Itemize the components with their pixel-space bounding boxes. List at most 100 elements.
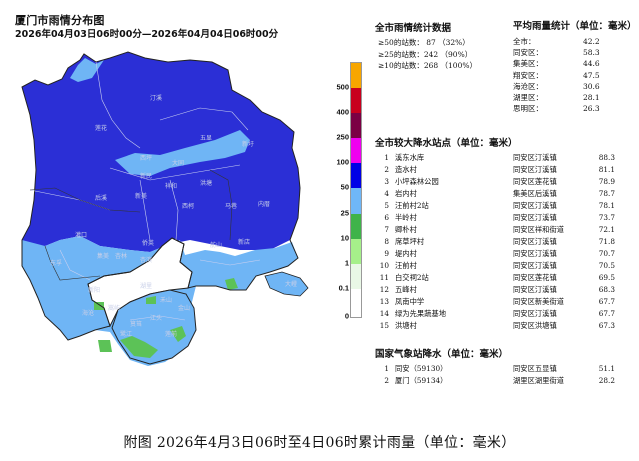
station-row: 6 半岭村 同安区汀溪镇 73.7: [384, 213, 615, 222]
legend-tick: 250: [336, 132, 349, 142]
town-label: 海沧: [82, 309, 94, 317]
station-row: 9 堤内村 同安区汀溪镇 70.7: [384, 249, 615, 258]
legend-swatch-400: [351, 88, 361, 113]
legend-tick: 25: [340, 208, 349, 218]
avg-row: 集美区： 44.6: [513, 59, 600, 69]
legend-tick: 500: [336, 82, 349, 92]
town-label: 灌口: [75, 231, 87, 239]
station-row: 3 小坪森林公园 同安区莲花镇 78.9: [384, 177, 615, 186]
town-label: 西坪: [140, 154, 152, 162]
town-label: 莲花: [95, 124, 107, 132]
legend-swatch-10: [351, 214, 361, 239]
station-row: 5 汪前村2站 同安区汀溪镇 78.1: [384, 201, 615, 210]
town-label: 大同: [172, 159, 184, 167]
town-label: 禾山: [160, 296, 172, 304]
legend-tick: 0.1: [338, 283, 349, 293]
town-label: 新阳: [88, 286, 100, 294]
station-row: 15 洪塘村 同安区洪塘镇 67.3: [379, 321, 615, 330]
average-rainfall-panel: 平均雨量统计（单位：毫米） 全市： 42.2 同安区： 58.3 集美区： 44.6 …: [513, 18, 637, 114]
town-label: 祥和: [165, 182, 177, 190]
legend-swatch-1: [351, 239, 361, 264]
avg-row: 思明区： 26.3: [513, 104, 600, 114]
station-row: 14 绿为先果蔬基地 同安区汀溪镇 67.7: [379, 309, 615, 318]
town-label: 新店: [238, 238, 250, 246]
legend-tick: 1: [344, 258, 349, 268]
city-stats-title: 全市雨情统计数据: [375, 23, 452, 34]
legend-tick: 10: [340, 233, 349, 243]
town-label: 集美: [97, 252, 109, 260]
station-row: 1 同安（59130） 同安区五显镇 51.1: [384, 364, 615, 373]
average-rainfall-title: 平均雨量统计（单位：毫米）: [513, 21, 637, 32]
town-label: 内厝: [258, 200, 270, 208]
national-stations-panel: 国家气象站降水（单位：毫米） 1 同安（59130） 同安区五显镇 51.1 2 厦门（…: [375, 346, 615, 387]
town-label: 新美: [135, 192, 147, 200]
station-row: 12 五峰村 同安区汀溪镇 68.3: [379, 285, 615, 294]
station-row: 4 岩内村 集美区后溪镇 78.7: [384, 189, 615, 198]
figure-caption: 附图 2026年4月3日06时至4日06时累计雨量（单位：毫米）: [123, 435, 516, 451]
legend-swatch-100: [351, 138, 361, 163]
city-stats-panel: 全市雨情统计数据: [375, 20, 451, 34]
heavy-rain-region: [22, 52, 300, 252]
town-label: 嵩屿: [108, 304, 120, 312]
legend-tick: 0: [344, 311, 349, 321]
avg-row: 翔安区： 47.5: [513, 70, 600, 80]
station-row: 1 溪东水库 同安区汀溪镇 88.3: [384, 153, 615, 162]
moderate-band-middle: [115, 130, 250, 176]
station-row: 7 卿朴村 同安区祥和街道 72.1: [384, 225, 615, 234]
map-title: 厦门市雨情分布图: [15, 14, 105, 27]
avg-row: 同安区： 58.3: [513, 48, 600, 58]
town-label: 汀溪: [150, 94, 162, 102]
moderate-band-north: [70, 58, 104, 82]
town-label: 杏林: [115, 252, 127, 260]
town-label: 新圩: [242, 140, 254, 148]
legend-swatch-50: [351, 163, 361, 188]
town-label: 侨英: [142, 239, 154, 247]
light-rain-patch: [146, 296, 156, 304]
town-label: 五显: [200, 135, 212, 142]
rainfall-map: 汀溪 莲花 五显 新圩 西坪 大同 新民 祥和 洪塘 后溪 新美 西柯 马巷 内…: [21, 51, 309, 366]
station-row: 11 白交祠2站 同安区莲花镇 69.5: [379, 273, 615, 282]
station-row: 10 汪前村 同安区汀溪镇 70.5: [379, 261, 615, 270]
town-label: 舫山: [210, 241, 222, 249]
station-row: 2 厦门（59134） 湖里区湖里街道 28.2: [384, 376, 615, 385]
national-stations-title: 国家气象站降水（单位：毫米）: [375, 349, 509, 360]
legend-bar: [350, 62, 362, 318]
town-label: 新民: [140, 172, 152, 180]
station-row: 2 造水村 同安区汀溪镇 81.1: [384, 165, 615, 174]
city-boundary: [21, 51, 301, 341]
town-label: 筼筜: [130, 320, 142, 328]
stat-line: ≥10的站数：268 （100%）: [378, 61, 477, 70]
town-label: 金山: [178, 304, 190, 312]
town-label: 杏滨: [140, 256, 152, 264]
light-rain-patch: [94, 302, 104, 310]
stat-line: ≥50的站数： 87 （32%）: [378, 38, 470, 47]
light-rain-patch: [170, 326, 186, 342]
legend-swatch-0.1: [351, 264, 361, 289]
time-period: 2026年04月03日06时00分—2026年04月04日06时00分: [15, 29, 279, 40]
town-label: 东孚: [50, 259, 62, 267]
legend-swatch-25: [351, 188, 361, 214]
legend-swatch-500plus: [351, 63, 361, 88]
island-dadeng: [264, 271, 309, 297]
town-label: 大嶝: [285, 280, 297, 288]
top-stations-panel: 全市较大降水站点（单位：毫米） 1 溪东水库 同安区汀溪镇 88.3 2 造水村 同安区汀…: [375, 135, 615, 332]
town-label: 鹭江: [120, 330, 132, 338]
avg-row: 全市： 42.2: [513, 37, 600, 46]
station-row: 8 席草坪村 同安区汀溪镇 71.8: [384, 237, 615, 246]
town-label: 后溪: [95, 194, 107, 202]
admin-boundaries: [29, 169, 233, 281]
avg-row: 海沧区： 30.6: [513, 81, 600, 91]
avg-row: 湖里区： 28.1: [513, 93, 600, 103]
town-label: 湖里: [140, 282, 152, 290]
town-label: 马巷: [225, 202, 237, 210]
town-label: 洪塘: [200, 179, 212, 187]
light-rain-patch: [98, 340, 112, 352]
light-rain-patch: [225, 278, 238, 290]
legend-tick: 100: [336, 157, 349, 167]
top-stations-title: 全市较大降水站点（单位：毫米）: [375, 138, 518, 149]
light-rain-patch: [120, 336, 158, 358]
legend-tick: 50: [340, 182, 349, 192]
stat-line: ≥25的站数：242 （90%）: [378, 49, 473, 59]
legend-tick: 400: [336, 107, 349, 117]
city-stats-lines: ≥50的站数： 87 （32%） ≥25的站数：242 （90%） ≥10的站数…: [378, 37, 477, 72]
